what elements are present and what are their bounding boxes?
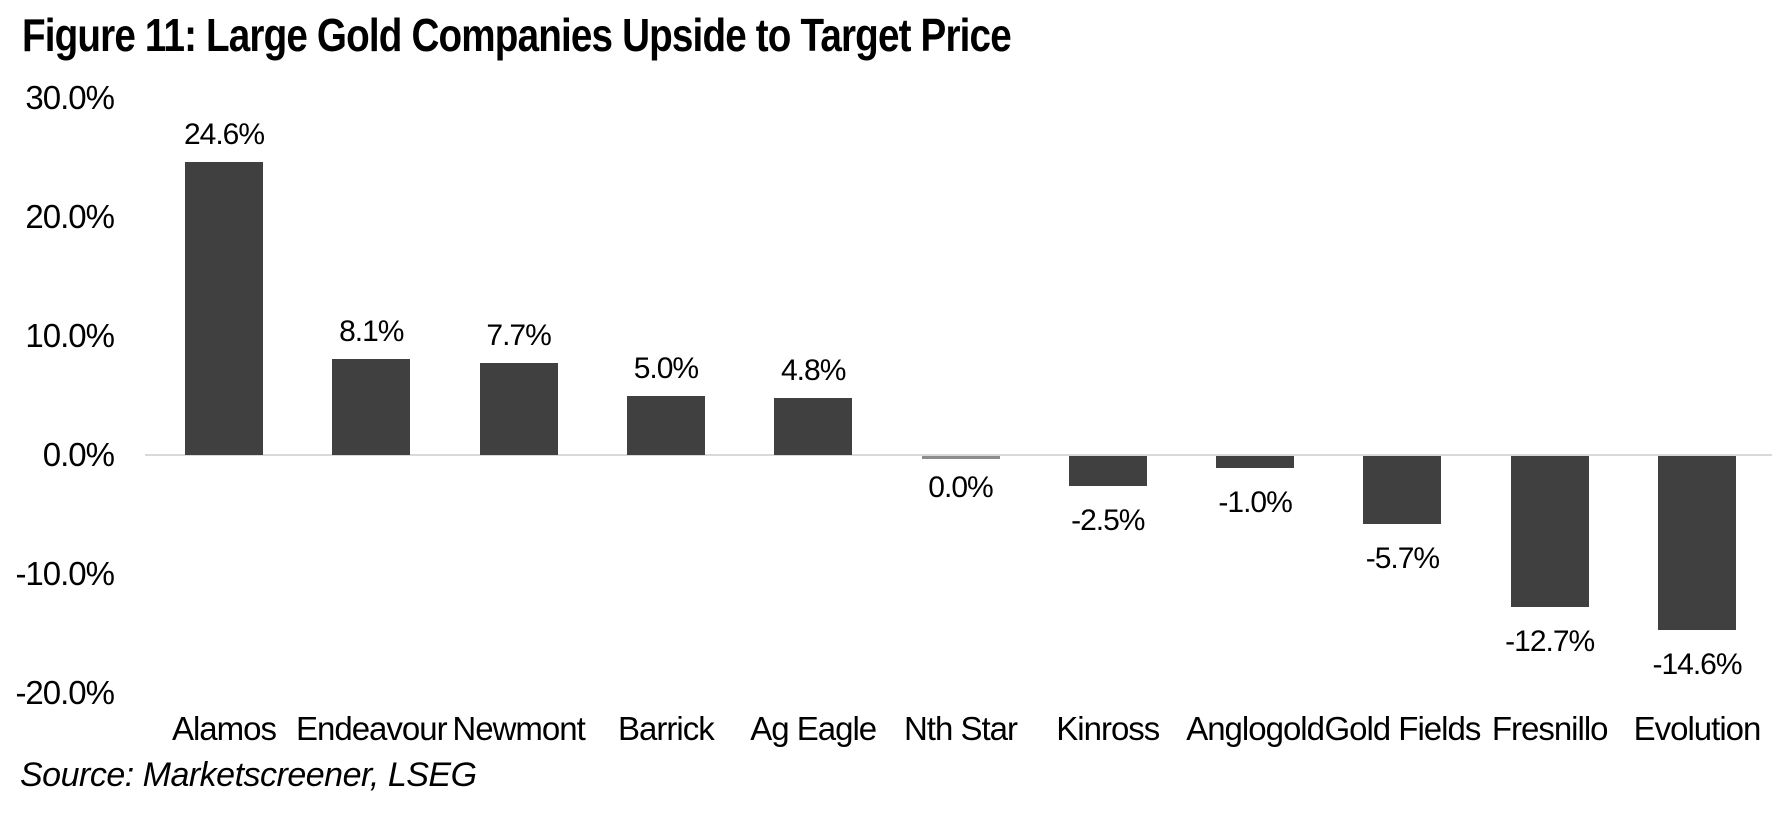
figure-title: Figure 11: Large Gold Companies Upside t… (22, 9, 1012, 61)
bar-value-label: 24.6% (183, 118, 265, 152)
y-axis-tick-label: -10.0% (15, 555, 115, 592)
x-axis-category-label: Alamos (171, 710, 277, 747)
source-note: Source: Marketscreener, LSEG (20, 756, 477, 794)
x-axis-category-label: Kinross (1056, 710, 1160, 747)
bar (1363, 456, 1442, 524)
y-axis-tick-label: 20.0% (25, 198, 115, 235)
bar-value-label: -1.0% (1218, 485, 1292, 519)
x-axis-category-label: Nth Star (903, 710, 1018, 747)
bar-value-label: -2.5% (1071, 503, 1145, 537)
bar-value-label: 5.0% (633, 351, 699, 385)
y-axis-tick-label: 30.0% (25, 79, 115, 116)
bar-value-label: 7.7% (486, 319, 551, 353)
x-axis-category-label: Ag Eagle (750, 710, 877, 747)
bar (185, 162, 263, 455)
bar-value-label: -14.6% (1652, 647, 1742, 681)
x-axis-category-label: Newmont (452, 710, 585, 747)
bar-value-label: -5.7% (1365, 541, 1440, 575)
x-axis-category-label: Barrick (618, 710, 715, 747)
zero-baseline-gridline (145, 454, 1772, 456)
x-axis-category-label: Fresnillo (1491, 710, 1609, 747)
x-axis-category-label: Endeavour (295, 710, 448, 747)
bar (1216, 456, 1295, 468)
bar (332, 358, 411, 455)
bar (479, 363, 558, 455)
bar (921, 456, 1000, 459)
bar (1510, 456, 1589, 608)
bar-value-label: 4.8% (780, 353, 846, 387)
bar (774, 397, 853, 455)
bar (1068, 456, 1147, 486)
y-axis-tick-label: 0.0% (42, 436, 115, 473)
x-axis-category-label: Anglogold (1186, 710, 1325, 747)
y-axis-tick-label: -20.0% (15, 674, 115, 711)
x-axis-category-label: Gold Fields (1324, 710, 1481, 747)
bar (626, 395, 705, 455)
bar (1658, 456, 1736, 630)
bar-value-label: 0.0% (928, 471, 993, 504)
y-axis-tick-label: 10.0% (25, 317, 115, 354)
bar-value-label: -12.7% (1505, 625, 1595, 659)
x-axis-category-label: Evolution (1633, 710, 1762, 747)
bar-value-label: 8.1% (339, 314, 404, 348)
